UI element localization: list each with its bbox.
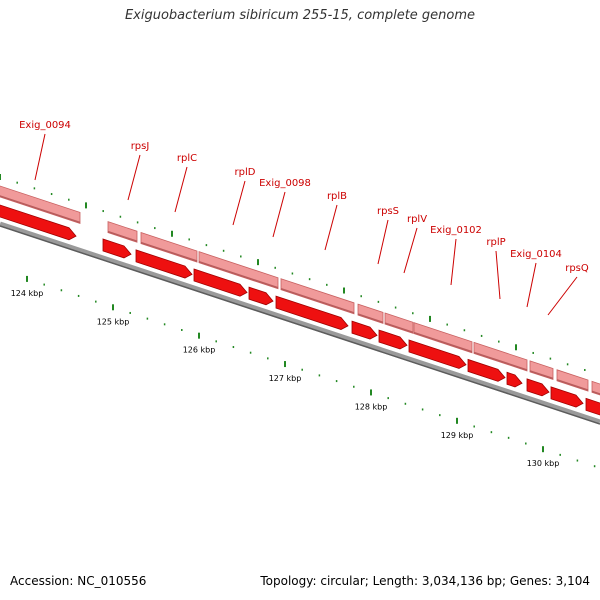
- forward-gene-box: [529, 360, 554, 381]
- gene-label: rplV: [407, 214, 427, 225]
- reverse-gene-arrow: [506, 371, 523, 388]
- gene-label: rplD: [235, 167, 256, 178]
- forward-gene-box: [140, 231, 198, 263]
- gene-label: Exig_0102: [430, 225, 482, 236]
- forward-gene-shadow: [384, 322, 414, 334]
- gene-label: rplC: [177, 153, 197, 164]
- reverse-strand-track: [0, 204, 600, 416]
- kbp-label: 124 kbp: [11, 289, 44, 298]
- kbp-label: 129 kbp: [441, 431, 474, 440]
- gene-label: rpsJ: [131, 141, 150, 152]
- gene-leader-line: [403, 227, 418, 274]
- reverse-gene-arrow: [275, 295, 349, 330]
- gene-label: rplB: [327, 191, 347, 202]
- gene-label: Exig_0104: [510, 249, 562, 260]
- forward-gene-box: [384, 312, 414, 334]
- gene-label: rplP: [486, 237, 505, 248]
- reverse-gene-arrow: [585, 397, 600, 416]
- gene-leader-line: [547, 276, 578, 316]
- upper-tick-row: [0, 174, 586, 371]
- gene-leader-line: [34, 133, 46, 181]
- reverse-gene-arrow: [526, 378, 550, 397]
- forward-gene-box: [357, 303, 384, 324]
- backbone-edge: [0, 225, 600, 425]
- forward-gene-shadow: [0, 195, 81, 224]
- forward-gene-shadow: [198, 260, 279, 289]
- kbp-label: 125 kbp: [97, 317, 130, 326]
- reverse-gene-arrow: [378, 329, 408, 350]
- gene-label: rpsS: [377, 206, 399, 217]
- forward-gene-shadow: [591, 390, 600, 395]
- gene-label: Exig_0098: [259, 178, 311, 189]
- map-title: Exiguobacterium sibiricum 255-15, comple…: [124, 8, 476, 23]
- kbp-label: 126 kbp: [183, 346, 216, 355]
- forward-gene-box: [591, 380, 600, 396]
- genome-backbone: [0, 221, 600, 425]
- reverse-gene-arrow: [0, 204, 77, 241]
- forward-gene-shadow: [529, 370, 554, 380]
- forward-gene-box: [0, 185, 81, 224]
- gene-leader-line: [174, 166, 188, 213]
- forward-gene-shadow: [357, 313, 384, 324]
- reverse-gene-arrow: [408, 339, 467, 369]
- forward-gene-shadow: [140, 241, 198, 262]
- forward-gene-box: [556, 369, 589, 392]
- reverse-gene-arrow: [467, 358, 506, 382]
- kbp-label: 127 kbp: [269, 374, 302, 383]
- forward-gene-box: [107, 221, 138, 243]
- topology-text: Topology: circular; Length: 3,034,136 bp…: [260, 574, 590, 588]
- kbp-label: 128 kbp: [355, 402, 388, 411]
- gene-label: rpsQ: [565, 263, 589, 274]
- forward-strand-track: [0, 185, 600, 396]
- reverse-gene-arrow: [351, 320, 378, 340]
- forward-gene-box: [473, 341, 528, 372]
- lower-tick-row: [26, 275, 596, 468]
- backbone-line: [0, 221, 600, 425]
- forward-gene-shadow: [413, 331, 473, 353]
- kbp-scale-labels: 124 kbp 125 kbp 126 kbp 127 kbp 128 kbp 129 k…: [11, 289, 560, 468]
- gene-leader-line: [377, 219, 389, 265]
- reverse-gene-arrow: [193, 268, 248, 297]
- reverse-gene-arrow: [248, 286, 274, 306]
- gene-leader-line: [127, 154, 141, 201]
- forward-gene-shadow: [280, 288, 355, 314]
- forward-gene-shadow: [556, 379, 589, 391]
- kbp-label: 130 kbp: [527, 459, 560, 468]
- forward-gene-shadow: [473, 351, 528, 371]
- gene-leader-line: [495, 250, 501, 300]
- accession-text: Accession: NC_010556: [10, 574, 147, 588]
- reverse-gene-arrow: [135, 249, 193, 279]
- gene-label: Exig_0094: [19, 120, 71, 131]
- forward-gene-box: [280, 278, 355, 315]
- gene-leader-line: [450, 238, 457, 286]
- forward-gene-box: [198, 251, 279, 290]
- reverse-gene-arrow: [102, 238, 132, 259]
- gene-leader-line: [272, 191, 286, 238]
- reverse-gene-arrow: [550, 386, 584, 408]
- gene-leader-line: [324, 204, 338, 251]
- gene-leader-line: [232, 180, 246, 226]
- forward-gene-shadow: [107, 230, 138, 242]
- forward-gene-box: [413, 322, 473, 354]
- gene-leader-line: [526, 262, 537, 308]
